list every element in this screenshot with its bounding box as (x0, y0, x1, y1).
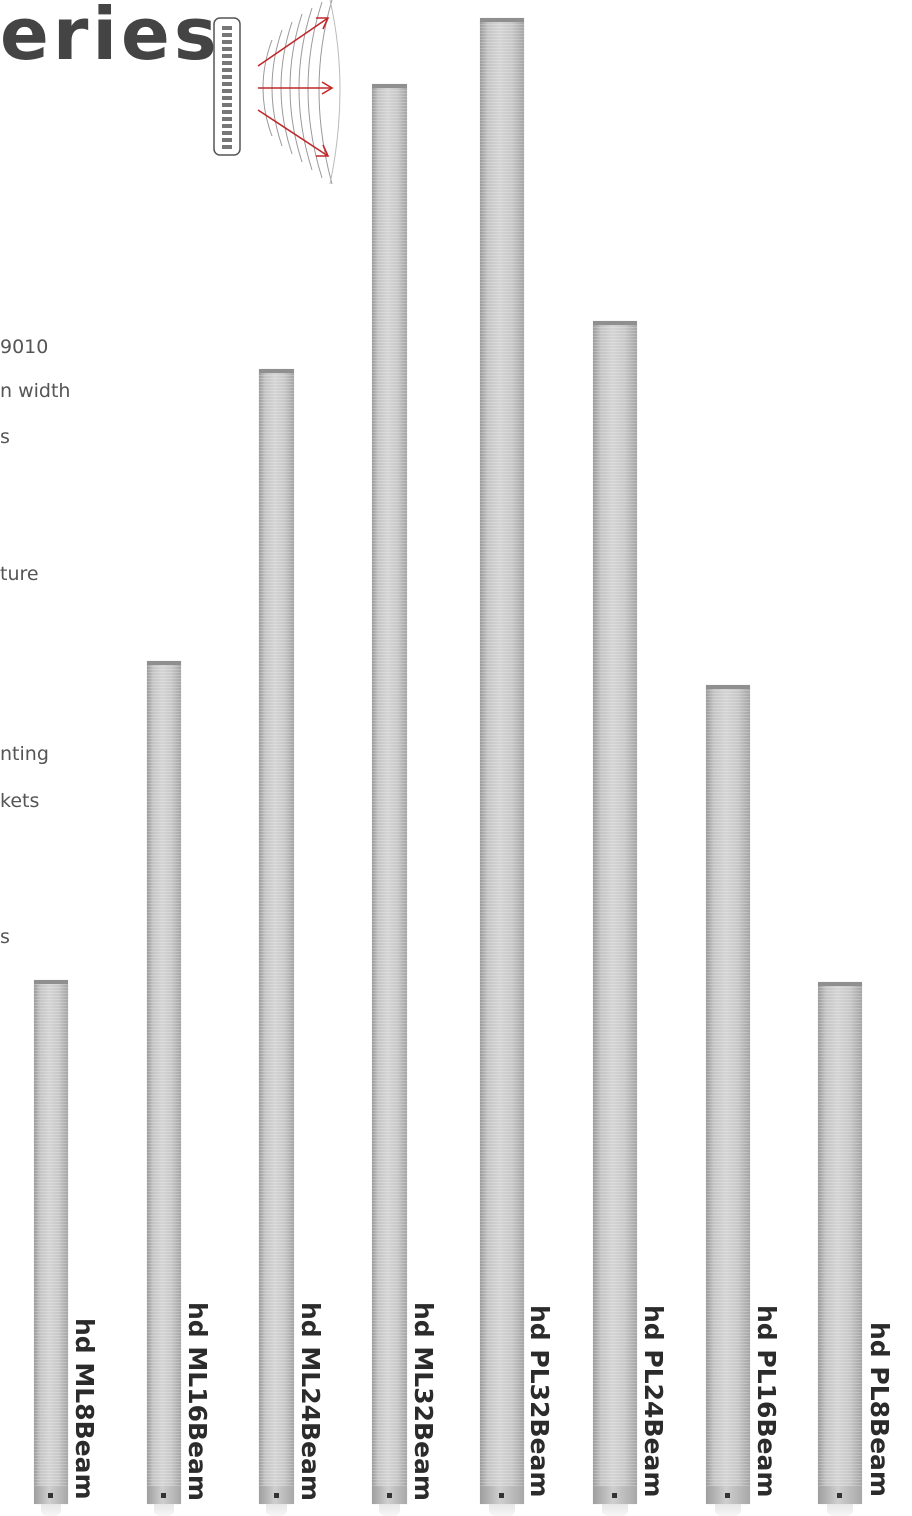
product-label-pl24: hd PL24Beam (639, 1305, 668, 1498)
product-label-ml32: hd ML32Beam (409, 1302, 438, 1501)
product-label-pl16: hd PL16Beam (752, 1305, 781, 1498)
product-label-pl32: hd PL32Beam (525, 1305, 554, 1498)
beam-steering-icon (213, 0, 341, 185)
feature-line-3: s (0, 426, 10, 448)
speaker-column-ml8 (34, 980, 68, 1516)
page-title: eries (0, 0, 221, 76)
speaker-column-ml24 (259, 369, 294, 1516)
product-label-ml16: hd ML16Beam (183, 1302, 212, 1501)
product-label-pl8: hd PL8Beam (865, 1322, 894, 1497)
speaker-column-pl24 (593, 321, 637, 1516)
product-label-ml8: hd ML8Beam (70, 1318, 99, 1500)
feature-line-6: kets (0, 790, 40, 812)
speaker-column-pl32 (480, 18, 524, 1516)
feature-line-4: ture (0, 563, 39, 585)
speaker-column-ml16 (147, 661, 181, 1516)
speaker-column-pl16 (706, 685, 750, 1516)
feature-line-7: s (0, 926, 10, 948)
speaker-column-ml32 (372, 84, 407, 1516)
feature-line-5: nting (0, 743, 49, 765)
speaker-column-pl8 (818, 982, 862, 1516)
feature-line-2: n width (0, 380, 71, 402)
feature-line-1: 9010 (0, 336, 49, 358)
product-label-ml24: hd ML24Beam (296, 1302, 325, 1501)
